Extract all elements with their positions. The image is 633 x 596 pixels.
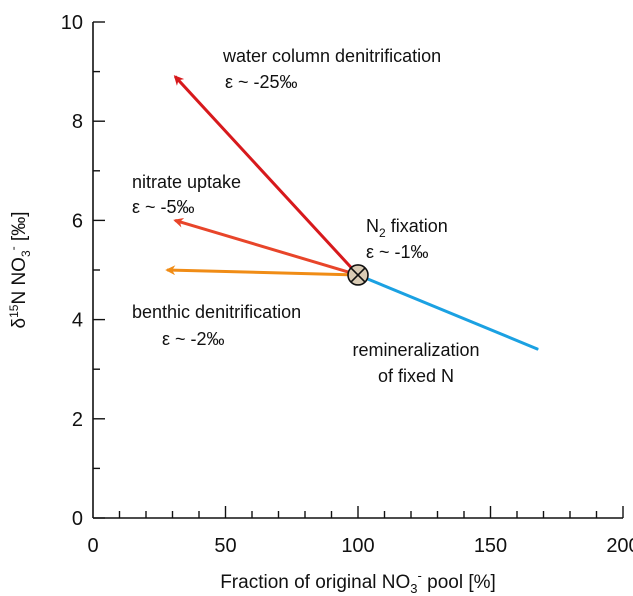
annot-remineralization-sub: of fixed N <box>378 366 454 386</box>
arrow-nitrate-uptake <box>173 217 359 277</box>
arrow-remineralization-of-fixed-n <box>357 273 539 351</box>
x-tick-label: 100 <box>341 535 374 557</box>
annot-benthic-epsilon: ε ~ -2‰ <box>162 329 225 349</box>
x-tick-label: 200 <box>606 535 633 557</box>
annot-water-column-label: water column denitrification <box>222 46 441 66</box>
x-tick-label: 150 <box>474 535 507 557</box>
y-tick-label: 2 <box>72 409 83 431</box>
x-axis-title: Fraction of original NO3- pool [%] <box>220 568 496 596</box>
annot-n2-fixation-label: N2 fixation <box>366 216 448 240</box>
annot-nitrate-uptake-label: nitrate uptake <box>132 172 241 192</box>
y-tick-label: 0 <box>72 508 83 530</box>
origin-crossed-circle-icon <box>347 264 369 286</box>
annot-nitrate-uptake-epsilon: ε ~ -5‰ <box>132 197 195 217</box>
x-tick-label: 0 <box>87 535 98 557</box>
annot-benthic-label: benthic denitrification <box>132 302 301 322</box>
annot-remineralization-label: remineralization <box>352 340 479 360</box>
arrow-benthic-denitrification <box>165 265 359 277</box>
origin-cross-b <box>350 267 366 283</box>
y-tick-label: 10 <box>61 12 83 34</box>
annot-n2-fixation-epsilon: ε ~ -1‰ <box>366 242 429 262</box>
y-axis-title: δ15N NO3- [‰] <box>6 212 33 329</box>
arrow-water-column-denitrification <box>173 75 360 276</box>
y-tick-label: 8 <box>72 111 83 133</box>
annot-water-column-epsilon: ε ~ -25‰ <box>225 72 298 92</box>
y-tick-label: 6 <box>72 210 83 232</box>
y-tick-label: 4 <box>72 310 83 332</box>
x-tick-label: 50 <box>214 535 236 557</box>
